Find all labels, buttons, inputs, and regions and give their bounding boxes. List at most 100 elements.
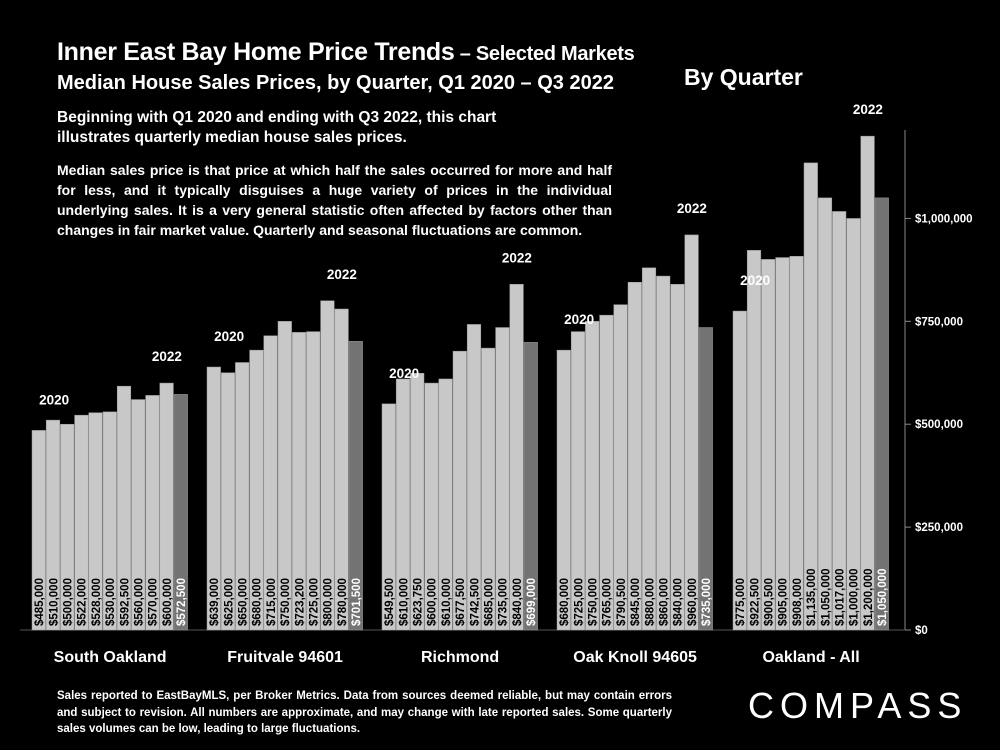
group-label: Richmond [421,649,499,666]
bar-value-label: $790,500 [616,578,628,626]
bar [249,349,264,631]
bar [452,350,467,631]
bar-value-label: $735,000 [701,578,713,626]
bar [159,382,174,631]
year-label-start: 2020 [39,392,69,407]
compass-logo: COMPASS [748,685,968,726]
y-tick-label: $250,000 [915,522,963,534]
bar-value-label: $840,000 [673,578,685,626]
bar [874,197,889,631]
bar [641,267,657,631]
bar [438,378,453,631]
bar [320,300,335,631]
bar [846,218,861,631]
bar [145,395,160,631]
bar [277,321,292,631]
bar [102,411,117,631]
bar [670,284,685,631]
bar-value-label: $845,000 [630,578,642,626]
bar-value-label: $600,000 [162,578,174,626]
bar-value-label: $1,200,000 [863,568,875,626]
y-tick-label: $500,000 [915,419,963,431]
y-tick-label: $0 [915,625,928,637]
bar-value-label: $750,000 [280,578,292,626]
title-main-text: Inner East Bay Home Price Trends [57,38,455,66]
bar [599,314,614,631]
bar [481,347,496,631]
bar-value-label: $500,000 [63,578,75,626]
bar-value-label: $625,000 [223,578,235,626]
bar-value-label: $680,000 [252,578,264,626]
bar [627,281,642,631]
bar [860,135,875,631]
description-detail: Median sales price is that price at whic… [57,162,612,238]
bar-value-label: $1,017,000 [835,568,847,626]
footer-disclaimer: Sales reported to EastBayMLS, per Broker… [57,690,672,735]
title-suffix: – Selected Markets [454,43,635,65]
bar [74,414,89,631]
bar [424,382,439,631]
bar-value-label: $735,000 [498,578,510,626]
bar-value-label: $900,500 [764,578,776,626]
bar-value-label: $750,000 [588,578,600,626]
bar-value-label: $592,500 [119,578,131,626]
group-label: Fruitvale 94601 [227,649,343,666]
bar [263,335,278,631]
bar-value-label: $485,000 [34,578,46,626]
bar-value-label: $905,000 [778,578,790,626]
year-label-end: 2022 [502,250,532,265]
bar [803,162,818,631]
bar [291,332,307,631]
by-quarter-label: By Quarter [684,64,803,90]
bar [466,324,482,631]
bar [88,412,103,631]
bar [509,284,524,631]
bar-value-label: $510,000 [48,578,60,626]
bar-value-label: $610,000 [398,578,410,626]
bar-value-label: $840,000 [512,578,524,626]
description-intro: Beginning with Q1 2020 and ending with Q… [57,109,497,146]
bar [832,211,847,631]
bar-value-label: $723,200 [294,578,306,626]
bar [173,394,188,631]
bar-value-label: $860,000 [659,578,671,626]
bar-value-label: $530,000 [105,578,117,626]
bar-value-label: $623,750 [413,578,425,626]
bar [410,373,425,631]
bar [60,423,75,631]
bar-value-label: $572,500 [176,578,188,626]
bar [684,234,699,631]
bar [556,349,571,631]
bar-value-label: $528,000 [91,578,103,626]
page-title: Inner East Bay Home Price Trends – Selec… [57,38,635,67]
bar [585,321,600,631]
bar-value-label: $560,000 [134,578,146,626]
bar [817,197,833,631]
bar [116,385,132,631]
bar [348,341,363,631]
bar-value-label: $549,500 [384,578,396,626]
bar-value-label: $570,000 [148,578,160,626]
bar [732,310,747,631]
bar-value-label: $650,000 [238,578,250,626]
bar-value-label: $685,000 [484,578,496,626]
year-label-start: 2020 [389,366,419,381]
bar [495,327,510,631]
bar-value-label: $1,000,000 [849,568,861,626]
year-label-end: 2022 [677,201,707,216]
bar [775,257,790,631]
bar [656,275,671,631]
bar-value-label: $699,000 [526,578,538,626]
year-label-start: 2020 [740,273,770,288]
bar [334,308,349,631]
bar [235,362,250,631]
bar [206,366,221,631]
bar-value-label: $922,500 [749,578,761,626]
bar [45,419,61,631]
bar-value-label: $600,000 [427,578,439,626]
group-label: South Oakland [54,649,167,666]
bar-value-label: $701,500 [351,578,363,626]
bar [613,304,628,631]
bar [761,259,776,631]
